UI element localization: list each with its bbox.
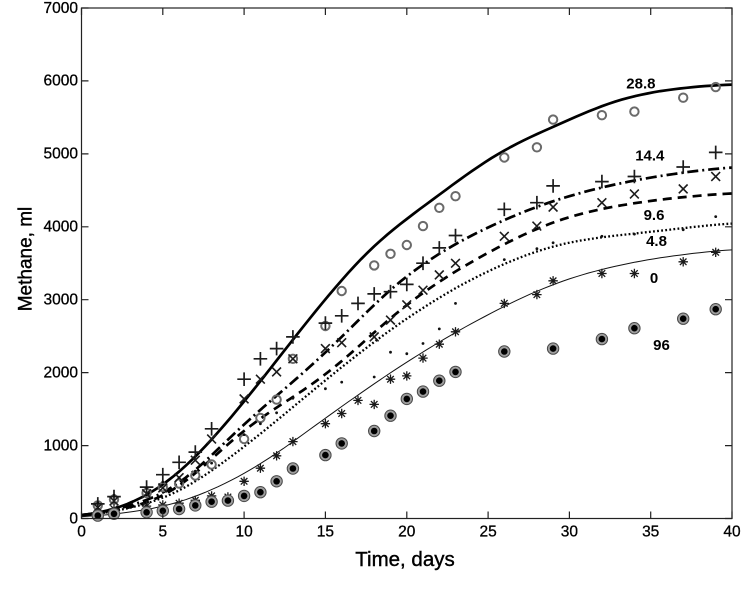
svg-text:25: 25 (479, 524, 496, 541)
svg-text:14.4: 14.4 (635, 148, 665, 165)
svg-text:9.6: 9.6 (644, 207, 665, 224)
svg-text:20: 20 (398, 524, 416, 541)
svg-text:Methane, ml: Methane, ml (16, 207, 37, 312)
svg-text:35: 35 (642, 524, 659, 541)
svg-text:30: 30 (561, 524, 579, 541)
svg-text:0: 0 (77, 524, 86, 541)
svg-text:15: 15 (317, 524, 334, 541)
svg-text:1000: 1000 (44, 437, 79, 454)
svg-text:Time, days: Time, days (355, 548, 455, 571)
svg-text:28.8: 28.8 (626, 76, 655, 93)
svg-text:5: 5 (158, 524, 167, 541)
svg-text:5000: 5000 (44, 146, 79, 163)
svg-text:3000: 3000 (44, 292, 79, 309)
svg-text:4.8: 4.8 (646, 233, 667, 250)
svg-text:96: 96 (653, 337, 670, 354)
svg-text:40: 40 (723, 524, 741, 541)
svg-text:4000: 4000 (44, 219, 79, 236)
svg-text:10: 10 (235, 524, 253, 541)
svg-text:6000: 6000 (44, 73, 79, 90)
svg-text:0: 0 (650, 270, 658, 287)
svg-text:2000: 2000 (44, 364, 79, 381)
svg-text:0: 0 (69, 510, 78, 527)
svg-text:7000: 7000 (44, 0, 79, 17)
